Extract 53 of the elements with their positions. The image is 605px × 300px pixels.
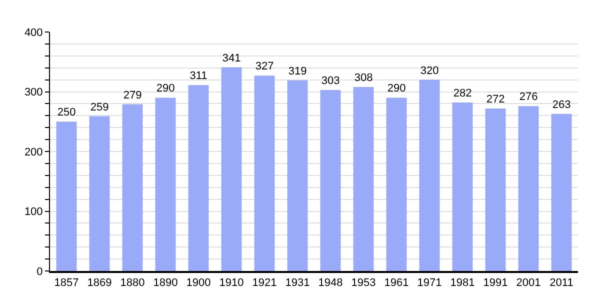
bar bbox=[122, 104, 143, 271]
x-tick-label: 1991 bbox=[483, 276, 508, 289]
data-label: 303 bbox=[321, 74, 340, 87]
bar bbox=[254, 76, 275, 271]
bar bbox=[353, 86, 374, 271]
y-tick-label: 300 bbox=[24, 86, 43, 99]
x-tick-label: 1971 bbox=[417, 276, 442, 289]
data-label: 308 bbox=[354, 72, 373, 84]
x-tick-label: 1869 bbox=[87, 276, 112, 289]
bar bbox=[386, 98, 407, 271]
bar bbox=[188, 85, 209, 271]
x-tick-label: 2011 bbox=[550, 276, 574, 289]
x-tick-label: 1921 bbox=[252, 276, 277, 289]
data-label: 279 bbox=[123, 89, 142, 102]
x-tick-label: 1961 bbox=[384, 276, 409, 289]
y-tick-label: 200 bbox=[24, 146, 43, 158]
bar bbox=[320, 90, 341, 271]
x-tick-label: 2001 bbox=[516, 276, 541, 289]
data-label: 250 bbox=[57, 106, 76, 119]
y-tick-label: 0 bbox=[36, 266, 43, 278]
bar bbox=[89, 116, 110, 271]
bar bbox=[419, 80, 440, 271]
data-label: 290 bbox=[387, 82, 406, 95]
x-tick-label: 1981 bbox=[450, 276, 475, 289]
data-label: 320 bbox=[420, 64, 439, 77]
x-tick-label: 1880 bbox=[120, 276, 145, 289]
x-tick-label: 1953 bbox=[351, 276, 376, 289]
data-label: 272 bbox=[486, 93, 505, 106]
data-label: 341 bbox=[222, 52, 241, 64]
x-tick-label: 1900 bbox=[186, 276, 211, 289]
data-label: 259 bbox=[90, 101, 109, 114]
bar bbox=[452, 102, 473, 271]
bar bbox=[551, 114, 572, 271]
x-tick-label: 1931 bbox=[285, 276, 310, 289]
data-label: 276 bbox=[519, 91, 538, 104]
data-label: 263 bbox=[552, 98, 571, 111]
data-label: 311 bbox=[190, 70, 208, 82]
data-label: 327 bbox=[255, 60, 274, 73]
y-tick-label: 100 bbox=[24, 206, 43, 218]
data-label: 319 bbox=[288, 65, 307, 78]
x-tick-label: 1890 bbox=[153, 276, 178, 289]
x-tick-label: 1910 bbox=[219, 276, 244, 289]
x-tick-label: 1948 bbox=[318, 276, 343, 289]
data-label: 282 bbox=[453, 88, 472, 100]
bar bbox=[221, 67, 242, 271]
bar bbox=[485, 108, 506, 271]
data-label: 290 bbox=[156, 82, 175, 95]
x-tick-label: 1857 bbox=[54, 276, 79, 289]
bar bbox=[56, 122, 77, 271]
bar bbox=[155, 98, 176, 271]
bar bbox=[287, 80, 308, 271]
bar bbox=[518, 106, 539, 271]
y-tick-label: 400 bbox=[24, 26, 43, 39]
